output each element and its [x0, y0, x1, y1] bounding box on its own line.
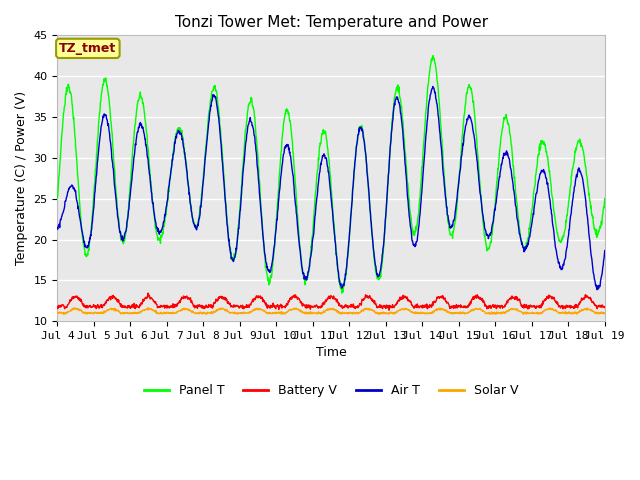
Text: TZ_tmet: TZ_tmet [60, 42, 116, 55]
X-axis label: Time: Time [316, 347, 346, 360]
Legend: Panel T, Battery V, Air T, Solar V: Panel T, Battery V, Air T, Solar V [139, 379, 523, 402]
Title: Tonzi Tower Met: Temperature and Power: Tonzi Tower Met: Temperature and Power [175, 15, 488, 30]
Y-axis label: Temperature (C) / Power (V): Temperature (C) / Power (V) [15, 91, 28, 265]
